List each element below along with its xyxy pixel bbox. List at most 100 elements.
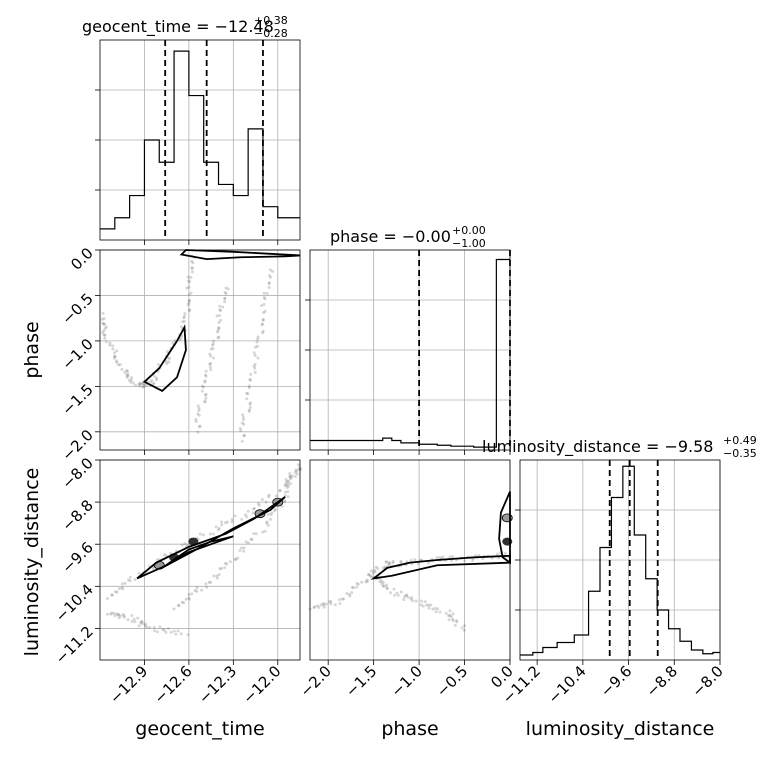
scatter-geo-phase-sample-point	[138, 384, 142, 388]
scatter-geo-dist-sample-point	[143, 623, 147, 627]
scatter-geo-dist-sample-point	[187, 597, 191, 601]
scatter-geo-dist-sample-point	[115, 612, 119, 616]
scatter-geo-phase-sample-point	[149, 380, 153, 384]
scatter-geo-dist-sample-point	[186, 633, 190, 637]
scatter-phase-dist-xtick-label: −0.5	[433, 662, 471, 700]
scatter-geo-phase-sample-point	[253, 362, 257, 366]
scatter-geo-phase-sample-point	[200, 389, 204, 393]
scatter-geo-dist-sample-point	[283, 499, 287, 503]
scatter-geo-dist-sample-point	[285, 485, 289, 489]
scatter-geo-phase-sample-point	[209, 347, 213, 351]
scatter-phase-dist-sample-point	[451, 554, 455, 558]
scatter-phase-dist-sample-point	[337, 598, 341, 602]
scatter-geo-dist-sample-point	[220, 566, 224, 570]
scatter-geo-dist-sample-point	[172, 607, 176, 611]
scatter-phase-dist-sample-point	[382, 584, 386, 588]
scatter-geo-phase-sample-point	[215, 314, 219, 318]
scatter-geo-dist-sample-point	[214, 525, 218, 529]
scatter-geo-dist-sample-point	[133, 620, 137, 624]
scatter-phase-dist-sample-point	[405, 593, 409, 597]
scatter-phase-dist-sample-point	[329, 602, 333, 606]
scatter-geo-phase-sample-point	[242, 433, 246, 437]
scatter-geo-dist-sample-point	[295, 469, 299, 473]
scatter-geo-dist-xtick-label: −12.6	[150, 662, 195, 707]
scatter-geo-phase-sample-point	[165, 350, 169, 354]
scatter-geo-phase-sample-point	[102, 329, 106, 333]
scatter-geo-dist-sample-point	[228, 560, 232, 564]
scatter-geo-dist-sample-point	[254, 532, 258, 536]
scatter-geo-dist-sample-point	[267, 493, 271, 497]
scatter-geo-dist-sample-point	[293, 474, 297, 478]
scatter-phase-dist-xtick-label: −2.0	[297, 662, 335, 700]
scatter-phase-dist-sample-point	[433, 606, 437, 610]
scatter-phase-dist-sample-point	[420, 599, 424, 603]
scatter-phase-dist-sample-point	[340, 597, 344, 601]
scatter-geo-dist-sample-point	[223, 521, 227, 525]
scatter-phase-dist-xtick-label: −1.0	[387, 662, 425, 700]
scatter-geo-dist-contour	[136, 496, 286, 580]
scatter-geo-phase-sample-point	[187, 299, 191, 303]
scatter-phase-dist-sample-point	[345, 591, 349, 595]
scatter-geo-dist-sample-point	[283, 490, 287, 494]
scatter-geo-phase-sample-point	[182, 314, 186, 318]
scatter-geo-phase-sample-point	[125, 369, 129, 373]
scatter-geo-dist-sample-point	[264, 500, 268, 504]
scatter-phase-dist-sample-point	[462, 628, 466, 632]
scatter-phase-dist-sample-point	[495, 552, 499, 556]
scatter-geo-phase-sample-point	[190, 259, 194, 263]
scatter-geo-phase-sample-point	[267, 274, 271, 278]
scatter-geo-dist-sample-point	[217, 526, 221, 530]
scatter-geo-phase-sample-point	[212, 339, 216, 343]
scatter-geo-phase-sample-point	[179, 336, 183, 340]
scatter-phase-dist-sample-point	[399, 561, 403, 565]
scatter-phase-dist-sample-point	[411, 599, 415, 603]
scatter-geo-dist-sample-point	[117, 616, 121, 620]
scatter-geo-phase-sample-point	[240, 421, 244, 425]
hist-geocent-time-frame	[99, 39, 301, 241]
scatter-geo-phase-sample-point	[168, 357, 172, 361]
scatter-geo-dist-sample-point	[140, 620, 144, 624]
scatter-geo-dist-sample-point	[236, 556, 240, 560]
scatter-geo-phase-sample-point	[197, 406, 201, 410]
scatter-geo-dist-sample-point	[233, 558, 237, 562]
scatter-geo-phase-sample-point	[186, 303, 190, 307]
scatter-phase-dist-sample-point	[409, 597, 413, 601]
scatter-geo-dist-sample-point	[156, 558, 160, 562]
scatter-phase-dist-sample-point	[370, 575, 374, 579]
scatter-geo-dist-sample-point	[242, 546, 246, 550]
scatter-geo-dist-sample-point	[230, 518, 234, 522]
scatter-geo-phase-sample-point	[115, 349, 119, 353]
scatter-geo-phase-sample-point	[137, 382, 141, 386]
scatter-geo-dist-sample-point	[169, 630, 173, 634]
scatter-geo-dist-sample-point	[208, 532, 212, 536]
scatter-geo-phase-sample-point	[248, 377, 252, 381]
scatter-geo-dist-sample-point	[249, 537, 253, 541]
scatter-geo-dist-sample-point	[141, 622, 145, 626]
scatter-geo-phase-sample-point	[125, 373, 129, 377]
scatter-geo-dist-sample-point	[110, 593, 114, 597]
scatter-geo-phase-sample-point	[197, 413, 201, 417]
scatter-geo-dist-sample-point	[260, 497, 264, 501]
scatter-geo-phase-sample-point	[152, 381, 156, 385]
scatter-phase-dist-sample-point	[384, 560, 388, 564]
scatter-geo-phase-sample-point	[217, 335, 221, 339]
scatter-geo-phase-sample-point	[113, 355, 117, 359]
scatter-geo-phase-sample-point	[260, 304, 264, 308]
scatter-phase-dist-sample-point	[438, 556, 442, 560]
scatter-geo-phase-sample-point	[261, 329, 265, 333]
scatter-phase-dist-sample-point	[451, 619, 455, 623]
scatter-phase-dist-sample-point	[449, 614, 453, 618]
scatter-geo-phase-sample-point	[188, 308, 192, 312]
scatter-geo-phase-frame	[99, 249, 301, 451]
scatter-geo-phase-sample-point	[248, 401, 252, 405]
scatter-geo-dist-sample-point	[207, 580, 211, 584]
scatter-phase-dist-sample-point	[427, 561, 431, 565]
scatter-geo-dist-ytick-label: −10.4	[52, 580, 97, 625]
scatter-geo-phase-sample-point	[187, 301, 191, 305]
scatter-geo-dist-sample-point	[205, 585, 209, 589]
scatter-geo-dist-sample-point	[105, 596, 109, 600]
scatter-phase-dist-sample-point	[399, 590, 403, 594]
scatter-phase-dist-sample-point	[378, 580, 382, 584]
scatter-geo-phase-sample-point	[115, 360, 119, 364]
scatter-geo-phase-sample-point	[142, 383, 146, 387]
